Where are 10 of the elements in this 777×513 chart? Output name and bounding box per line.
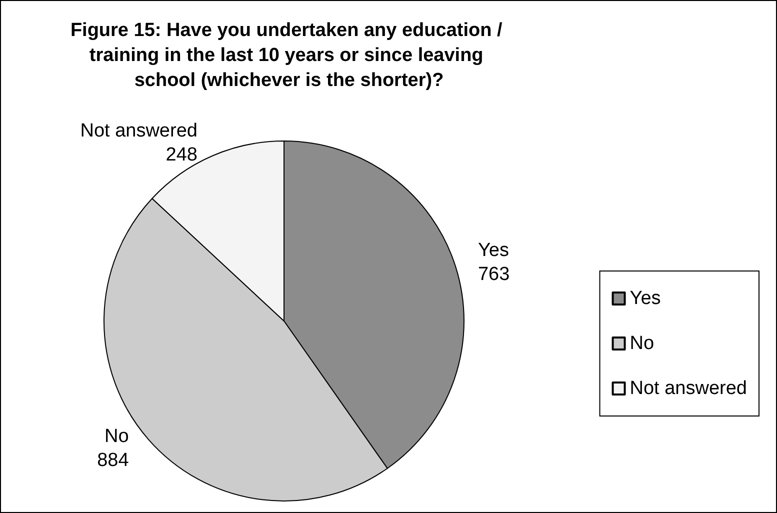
- slice-label: Not answered: [80, 120, 198, 142]
- legend-label: No: [630, 333, 654, 354]
- data-label: 248: [166, 144, 198, 166]
- slice-label: No: [104, 426, 129, 447]
- data-label: 884: [97, 450, 130, 471]
- legend-label: Not answered: [630, 378, 748, 399]
- slice-label: Yes: [478, 240, 509, 262]
- chart-title: Figure 15: Have you undertaken any education / training in the last 10 years or since leaving school (whichever is the shorter)?: [70, 20, 508, 91]
- data-label: 763: [478, 264, 510, 286]
- legend-label: Yes: [630, 288, 661, 309]
